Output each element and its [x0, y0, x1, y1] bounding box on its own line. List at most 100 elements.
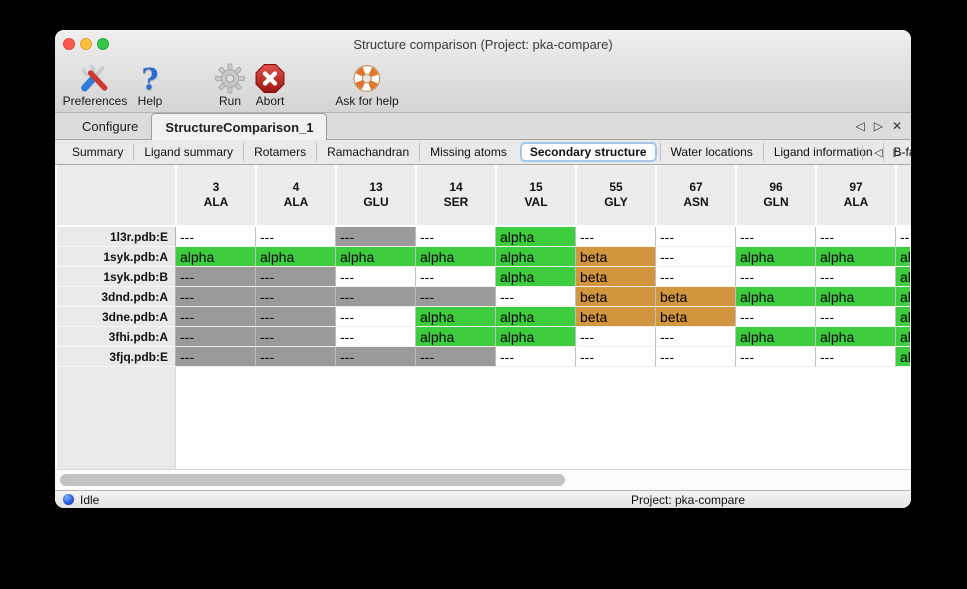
table-cell[interactable]: --- [416, 347, 496, 367]
table-cell[interactable]: alpha [496, 307, 576, 327]
table-cell[interactable]: --- [736, 347, 816, 367]
table-cell[interactable]: alpha [816, 247, 896, 267]
subtab-ligand-information[interactable]: Ligand information [762, 143, 883, 161]
subtab-secondary-structure[interactable]: Secondary structure [519, 142, 657, 162]
table-cell[interactable]: alpha [416, 247, 496, 267]
table-cell[interactable]: alpha [256, 247, 336, 267]
toolbar-button-run[interactable]: Run [215, 59, 246, 108]
table-cell[interactable]: --- [576, 227, 656, 247]
table-cell[interactable]: --- [336, 327, 416, 347]
close-tab-icon[interactable]: ✕ [891, 119, 902, 133]
table-cell[interactable]: beta [576, 267, 656, 287]
table-cell[interactable]: alpha [896, 247, 910, 267]
table-cell[interactable]: --- [816, 267, 896, 287]
title-bar[interactable]: Structure comparison (Project: pka-compa… [55, 30, 911, 58]
table-cell[interactable]: --- [416, 267, 496, 287]
table-cell[interactable]: --- [336, 287, 416, 307]
zoom-window-button[interactable] [97, 38, 109, 50]
table-cell[interactable]: --- [176, 227, 256, 247]
result-tab-bar: Summary Ligand summary Rotamers Ramachandra… [55, 140, 911, 165]
table-cell[interactable]: alpha [336, 247, 416, 267]
table-cell[interactable]: alpha [496, 327, 576, 347]
previous-tab-icon[interactable]: ◁ [855, 119, 865, 133]
table-cell[interactable]: --- [336, 347, 416, 367]
table-cell[interactable]: alpha [896, 307, 910, 327]
minimize-window-button[interactable] [80, 38, 92, 50]
close-window-button[interactable] [63, 38, 75, 50]
table-cell[interactable]: alpha [496, 267, 576, 287]
table-cell[interactable]: --- [736, 227, 816, 247]
table-cell[interactable]: alpha [896, 267, 910, 287]
table-cell[interactable]: alpha [416, 327, 496, 347]
table-cell[interactable]: --- [336, 307, 416, 327]
table-cell[interactable]: --- [496, 347, 576, 367]
table-cell[interactable]: alpha [896, 347, 910, 367]
residue-number: 15 [529, 180, 543, 194]
table-cell[interactable]: --- [336, 227, 416, 247]
table-cell[interactable]: --- [736, 307, 816, 327]
table-cell[interactable]: --- [656, 327, 736, 347]
table-cell[interactable]: --- [176, 307, 256, 327]
table-cell[interactable]: --- [256, 227, 336, 247]
table-cell[interactable]: --- [256, 267, 336, 287]
table-cell[interactable]: --- [256, 347, 336, 367]
table-cell[interactable]: beta [576, 247, 656, 267]
table-cell[interactable]: --- [176, 267, 256, 287]
table-cell[interactable]: --- [816, 307, 896, 327]
table-cell[interactable]: alpha [896, 287, 910, 307]
table-cell[interactable]: --- [176, 347, 256, 367]
toolbar-button-preferences[interactable]: Preferences [63, 59, 127, 108]
table-cell[interactable]: beta [656, 287, 736, 307]
subtab-missing-atoms[interactable]: Missing atoms [419, 143, 517, 161]
subtab-ramachandran[interactable]: Ramachandran [316, 143, 419, 161]
table-cell[interactable]: --- [176, 287, 256, 307]
horizontal-scrollbar[interactable] [55, 469, 911, 490]
table-cell[interactable]: alpha [736, 327, 816, 347]
secondary-structure-pane: 3 ALA 4 ALA 13 GLU 14 SER 15 VAL 55 GLY 67 ASN 96 GLN 97… [55, 165, 911, 469]
subtab-water-locations[interactable]: Water locations [659, 143, 763, 161]
table-cell[interactable]: --- [256, 327, 336, 347]
table-cell[interactable]: alpha [416, 307, 496, 327]
table-cell[interactable]: alpha [176, 247, 256, 267]
table-cell[interactable]: --- [256, 307, 336, 327]
table-cell[interactable]: --- [256, 287, 336, 307]
table-cell[interactable]: --- [496, 287, 576, 307]
table-cell[interactable]: --- [896, 227, 910, 247]
table-cell[interactable]: --- [416, 287, 496, 307]
table-cell[interactable]: --- [336, 267, 416, 287]
subtab-rotamers[interactable]: Rotamers [243, 143, 316, 161]
toolbar-button-ask-for-help[interactable]: Ask for help [335, 59, 399, 108]
table-cell[interactable]: --- [816, 347, 896, 367]
table-cell[interactable]: alpha [496, 227, 576, 247]
table-cell[interactable]: --- [656, 247, 736, 267]
previous-subtab-icon[interactable]: ◁ [874, 146, 883, 159]
horizontal-scrollbar-thumb[interactable] [60, 474, 565, 486]
subtab-b-factors[interactable]: B-factors [882, 143, 911, 161]
table-cell[interactable]: alpha [816, 327, 896, 347]
table-cell[interactable]: --- [736, 267, 816, 287]
table-cell[interactable]: alpha [736, 247, 816, 267]
table-cell[interactable]: beta [576, 307, 656, 327]
table-cell[interactable]: --- [656, 347, 736, 367]
toolbar-button-abort[interactable]: Abort [255, 59, 286, 108]
table-cell[interactable]: --- [656, 227, 736, 247]
table-cell[interactable]: --- [576, 347, 656, 367]
table-cell[interactable]: alpha [736, 287, 816, 307]
table-cell[interactable]: alpha [896, 327, 910, 347]
table-cell[interactable]: --- [576, 327, 656, 347]
toolbar-button-help[interactable]: ? Help [138, 59, 163, 108]
subtab-summary[interactable]: Summary [72, 145, 124, 159]
table-cell[interactable]: --- [816, 227, 896, 247]
table-cell[interactable]: beta [576, 287, 656, 307]
tab-configure[interactable]: Configure [82, 118, 139, 134]
subtab-ligand-summary[interactable]: Ligand summary [133, 143, 243, 161]
next-tab-icon[interactable]: ▷ [873, 119, 883, 133]
table-cell[interactable]: alpha [496, 247, 576, 267]
table-cell[interactable]: alpha [816, 287, 896, 307]
table-cell[interactable]: --- [656, 267, 736, 287]
tab-structurecomparison-1[interactable]: StructureComparison_1 [151, 113, 328, 140]
table-cell[interactable]: --- [176, 327, 256, 347]
table-cell[interactable]: beta [656, 307, 736, 327]
table-cell[interactable]: --- [416, 227, 496, 247]
next-subtab-icon[interactable]: ▷ [893, 146, 902, 159]
